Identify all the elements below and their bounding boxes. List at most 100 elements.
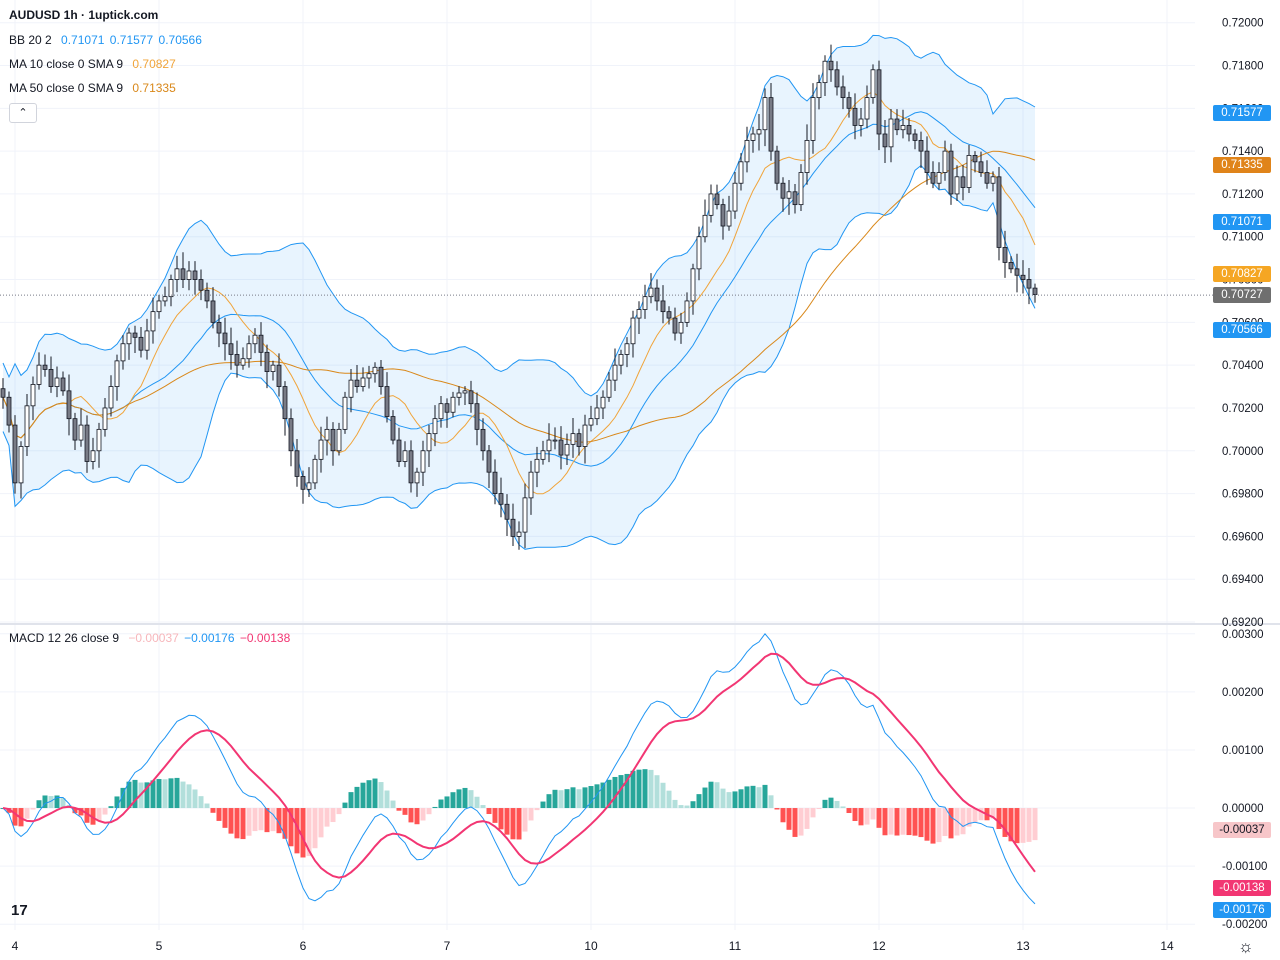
candle: [942, 140, 948, 181]
candle-body: [774, 150, 780, 184]
macd-histogram-bar: [504, 808, 510, 835]
legend-ma10[interactable]: MA 10 close 0 SMA 9 0.70827: [9, 57, 176, 71]
candle: [126, 327, 132, 360]
macd-histogram-bar: [576, 789, 582, 809]
macd-histogram-bar: [174, 777, 180, 809]
candle-body: [324, 428, 330, 441]
candle-body: [852, 107, 858, 126]
candle-body: [120, 343, 126, 362]
candle: [588, 405, 594, 432]
candle: [702, 199, 708, 243]
candle: [1014, 253, 1020, 293]
candle: [756, 114, 762, 151]
macd-histogram-bar: [198, 796, 204, 809]
candle-body: [996, 176, 1002, 248]
candle-body: [414, 471, 420, 484]
candle: [354, 365, 360, 393]
macd-histogram-bar: [1008, 808, 1014, 842]
time-tick-label: 11: [729, 939, 742, 953]
macd-histogram-bar: [150, 780, 156, 809]
price-tag: 0.71071: [1213, 213, 1271, 230]
macd-histogram-bar: [264, 808, 270, 833]
price-axis[interactable]: 0.720000.718000.716000.714000.712000.710…: [1222, 18, 1264, 629]
candle: [492, 459, 498, 505]
time-tick-label: 5: [156, 939, 163, 953]
candle-body: [66, 390, 72, 420]
candle-body: [960, 176, 966, 188]
macd-histogram-bar: [30, 808, 36, 810]
legend-macd[interactable]: MACD 12 26 close 9 −0.00037 −0.00176 −0.…: [9, 631, 290, 645]
candle-body: [870, 69, 876, 99]
candle-body: [30, 384, 36, 407]
macd-histogram-bar: [300, 808, 306, 858]
candle-body: [1014, 268, 1020, 276]
candle: [360, 367, 366, 392]
tradingview-logo-icon[interactable]: 17: [11, 902, 28, 919]
candle: [660, 285, 666, 324]
macd-histogram-bar: [588, 786, 594, 809]
macd-histogram-bar: [258, 808, 264, 831]
legend-ma50[interactable]: MA 50 close 0 SMA 9 0.71335: [9, 81, 176, 95]
macd-tick-label: 0.00100: [1222, 745, 1264, 757]
macd-histogram-bar: [72, 808, 78, 814]
price-tick-label: 0.70200: [1222, 403, 1264, 415]
collapse-legend-button[interactable]: ⌃: [9, 103, 37, 123]
candle: [672, 307, 678, 341]
macd-histogram-bar: [768, 795, 774, 809]
macd-histogram-bar: [534, 808, 540, 811]
candle: [162, 286, 168, 307]
candle-body: [510, 518, 516, 537]
candle: [330, 422, 336, 466]
macd-histogram-bar: [816, 808, 822, 810]
candle-body: [348, 379, 354, 398]
chevron-up-icon: ⌃: [18, 107, 28, 119]
macd-histogram-bar: [840, 806, 846, 809]
legend-bb[interactable]: BB 20 2 0.71071 0.71577 0.70566: [9, 33, 202, 47]
candle-body: [390, 416, 396, 441]
macd-histogram-bar: [894, 808, 900, 836]
candle: [240, 347, 246, 370]
macd-histogram-bar: [792, 808, 798, 837]
candle-body: [942, 150, 948, 173]
macd-tag: -0.00176: [1213, 902, 1271, 919]
candle: [1026, 267, 1032, 305]
candle: [486, 444, 492, 489]
macd-histogram-bar: [552, 789, 558, 809]
macd-histogram-bar: [936, 808, 942, 843]
candle-body: [462, 390, 468, 394]
candle: [312, 454, 318, 490]
candle-body: [270, 364, 276, 372]
macd-histogram-bar: [822, 799, 828, 809]
macd-histogram-bar: [828, 797, 834, 809]
candle: [24, 393, 30, 457]
candle: [180, 252, 186, 288]
legend-ma50-value: 0.71335: [132, 81, 176, 95]
candle-body: [228, 343, 234, 355]
candle: [252, 328, 258, 354]
candle-body: [246, 343, 252, 360]
candle-body: [666, 311, 672, 319]
candle: [582, 414, 588, 464]
candle-body: [972, 155, 978, 163]
candle-body: [888, 118, 894, 148]
macd-histogram-bar: [780, 808, 786, 823]
macd-axis[interactable]: 0.00300 0.00200 0.00100 0.00000 -0.00100 -0.0…: [1222, 629, 1267, 931]
candle: [570, 418, 576, 458]
candle: [420, 440, 426, 486]
candle: [882, 120, 888, 163]
macd-histogram-bar: [342, 802, 348, 809]
time-axis[interactable]: 4 5 6 7 10 11 12 13 14: [12, 939, 1174, 953]
macd-histogram-bar: [156, 779, 162, 809]
candle-body: [78, 424, 84, 441]
candle-body: [132, 332, 138, 338]
macd-histogram-bar: [660, 782, 666, 809]
candle: [786, 179, 792, 215]
candle-body: [900, 125, 906, 131]
candle-body: [936, 172, 942, 184]
macd-histogram-bar: [1014, 808, 1020, 844]
candle: [720, 198, 726, 240]
candle-body: [840, 86, 846, 99]
candle-body: [696, 236, 702, 270]
gear-icon[interactable]: ☼: [1238, 937, 1254, 956]
